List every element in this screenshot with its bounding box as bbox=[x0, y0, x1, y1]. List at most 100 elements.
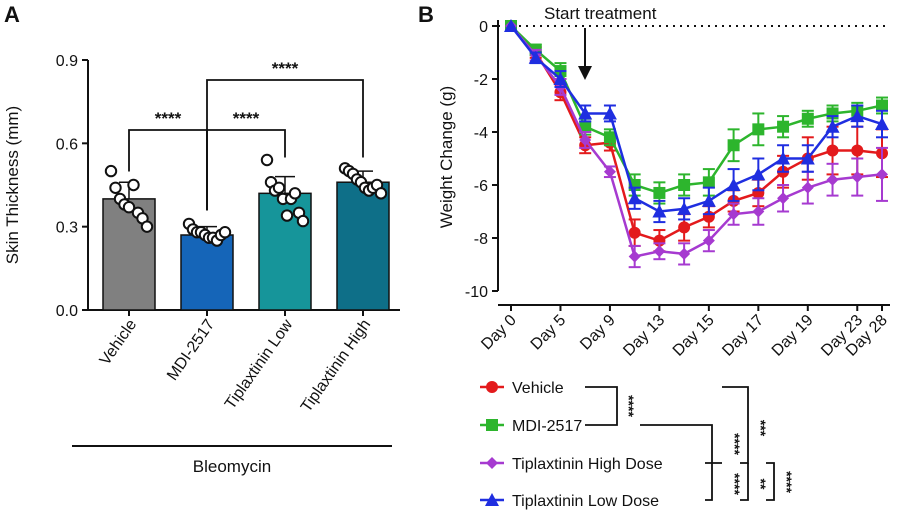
y-tick-label: 0.0 bbox=[56, 303, 78, 320]
data-point bbox=[504, 19, 518, 32]
data-point bbox=[702, 234, 715, 247]
data-point bbox=[825, 119, 840, 133]
y-tick-label: 0.6 bbox=[56, 136, 78, 153]
data-point bbox=[603, 165, 616, 178]
legend-swatch-marker bbox=[486, 381, 498, 393]
significance-label: **** bbox=[272, 59, 299, 78]
data-point bbox=[727, 208, 740, 221]
data-point bbox=[127, 178, 140, 192]
x-tick-label: MDI-2517 bbox=[164, 316, 218, 383]
data-point bbox=[776, 151, 791, 165]
data-point bbox=[653, 186, 666, 199]
data-point bbox=[727, 139, 740, 152]
panel-a-chart: 0.0 0.3 0.6 0.9 Vehicle MDI-2517 Tiplaxtinin L… bbox=[56, 53, 400, 415]
significance-label: **** bbox=[779, 471, 795, 493]
legend-label: Tiplaxtinin Low Dose bbox=[512, 493, 659, 510]
data-point bbox=[777, 120, 790, 133]
start-treatment-annotation: Start treatment bbox=[544, 4, 657, 23]
y-tick-label: 0 bbox=[479, 19, 488, 36]
start-treatment-arrow-head bbox=[578, 66, 592, 80]
data-point bbox=[677, 201, 692, 215]
data-point bbox=[553, 72, 568, 85]
data-point bbox=[653, 245, 666, 258]
x-tick-label: Day 9 bbox=[577, 312, 619, 354]
significance-label: ** bbox=[753, 479, 769, 490]
data-point bbox=[288, 187, 302, 200]
series-vehicle bbox=[505, 20, 888, 253]
x-tick-label: Day 0 bbox=[478, 312, 520, 354]
x-tick-label: Day 17 bbox=[719, 312, 767, 360]
x-tick-label: Day 13 bbox=[620, 312, 668, 360]
significance-bracket bbox=[766, 462, 775, 501]
y-tick-label: 0.3 bbox=[56, 220, 78, 237]
data-point bbox=[628, 226, 641, 239]
data-point bbox=[876, 99, 888, 112]
x-tick-label: Tiplaxtinin Low bbox=[222, 316, 297, 412]
data-point bbox=[701, 193, 716, 207]
series-line bbox=[510, 25, 883, 259]
x-tick-label: Day 19 bbox=[769, 312, 817, 360]
significance-label: *** bbox=[753, 420, 769, 437]
data-point bbox=[875, 117, 889, 131]
data-point bbox=[578, 106, 593, 120]
panel-a-letter: A bbox=[4, 2, 20, 27]
data-point bbox=[801, 112, 814, 125]
series-line bbox=[510, 25, 883, 243]
significance-bracket bbox=[585, 386, 618, 426]
significance-bracket bbox=[206, 79, 364, 211]
y-tick-label: -10 bbox=[465, 284, 488, 301]
panel-a-group-label: Bleomycin bbox=[193, 457, 271, 476]
y-tick-label: -4 bbox=[474, 125, 488, 142]
panel-b-legend: Vehicle MDI-2517 Tiplaxtinin High Dose Tipl… bbox=[480, 380, 663, 510]
data-point bbox=[752, 123, 765, 136]
data-point bbox=[122, 201, 136, 214]
data-point bbox=[876, 168, 888, 181]
significance-label: **** bbox=[621, 395, 637, 417]
data-point bbox=[374, 187, 388, 200]
significance-bracket bbox=[640, 424, 713, 463]
data-point bbox=[850, 109, 865, 123]
data-point bbox=[777, 192, 790, 205]
data-point bbox=[260, 153, 274, 167]
data-point bbox=[579, 120, 592, 133]
data-point bbox=[678, 221, 691, 234]
series-line bbox=[510, 25, 883, 213]
data-point bbox=[140, 220, 154, 233]
series-tiplaxtinin-low-dose bbox=[504, 19, 889, 224]
data-point bbox=[109, 181, 122, 194]
data-point bbox=[652, 204, 667, 218]
x-tick-label: Vehicle bbox=[97, 316, 141, 368]
legend-label: Tiplaxtinin High Dose bbox=[512, 456, 663, 473]
significance-bracket bbox=[740, 463, 749, 501]
legend-label: MDI-2517 bbox=[512, 418, 582, 435]
data-point bbox=[627, 191, 642, 205]
significance-label: **** bbox=[233, 109, 260, 128]
series-tiplaxtinin-high-dose bbox=[505, 20, 888, 269]
legend-label: Vehicle bbox=[512, 380, 564, 397]
significance-bracket bbox=[722, 386, 749, 464]
x-tick-label: Day 15 bbox=[670, 312, 718, 360]
data-point bbox=[296, 214, 310, 228]
significance-label: **** bbox=[727, 473, 743, 495]
data-point bbox=[678, 247, 691, 260]
data-point bbox=[826, 173, 839, 186]
data-point bbox=[280, 209, 294, 222]
data-point bbox=[104, 164, 118, 178]
data-point bbox=[752, 205, 765, 218]
data-point bbox=[726, 178, 741, 191]
data-point bbox=[218, 226, 232, 239]
panel-b-letter: B bbox=[418, 2, 434, 27]
data-point bbox=[272, 181, 286, 194]
legend-swatch-marker bbox=[485, 493, 499, 506]
data-point bbox=[628, 250, 641, 263]
y-tick-label: -2 bbox=[474, 72, 488, 89]
data-point bbox=[751, 167, 766, 181]
data-point bbox=[851, 171, 864, 184]
legend-swatch-marker bbox=[486, 457, 498, 469]
series-mdi-2517 bbox=[505, 20, 888, 205]
bar bbox=[180, 234, 234, 311]
legend-swatch-marker bbox=[486, 419, 498, 431]
data-point bbox=[826, 144, 839, 157]
data-point bbox=[528, 50, 543, 64]
